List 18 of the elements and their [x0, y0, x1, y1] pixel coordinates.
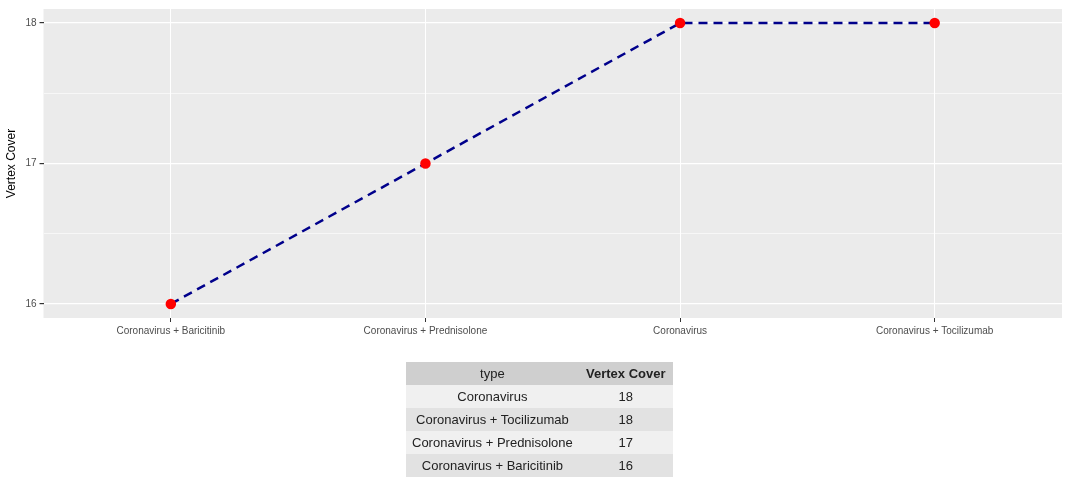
x-tick-label: Coronavirus + Tocilizumab	[876, 324, 994, 336]
text: Coronavirus + Prednisolone	[406, 431, 579, 454]
text: 18	[578, 408, 673, 431]
y-axis-title: Vertex Cover	[3, 128, 18, 199]
text: Coronavirus + Tocilizumab	[406, 408, 579, 431]
text: Vertex Cover	[578, 362, 673, 385]
text: Coronavirus + Baricitinib	[406, 454, 579, 477]
text: Coronavirus	[406, 385, 579, 408]
y-tick-label: 18	[25, 16, 37, 28]
text: 17	[578, 431, 673, 454]
text: type	[406, 362, 579, 385]
text: 16	[578, 454, 673, 477]
text: 18	[578, 385, 673, 408]
x-tick-label: Coronavirus + Baricitinib	[116, 324, 226, 336]
x-tick-label: Coronavirus + Prednisolone	[363, 324, 488, 336]
y-tick-label: 16	[25, 297, 37, 309]
x-tick-label: Coronavirus	[653, 324, 708, 336]
y-tick-label: 17	[25, 157, 37, 169]
